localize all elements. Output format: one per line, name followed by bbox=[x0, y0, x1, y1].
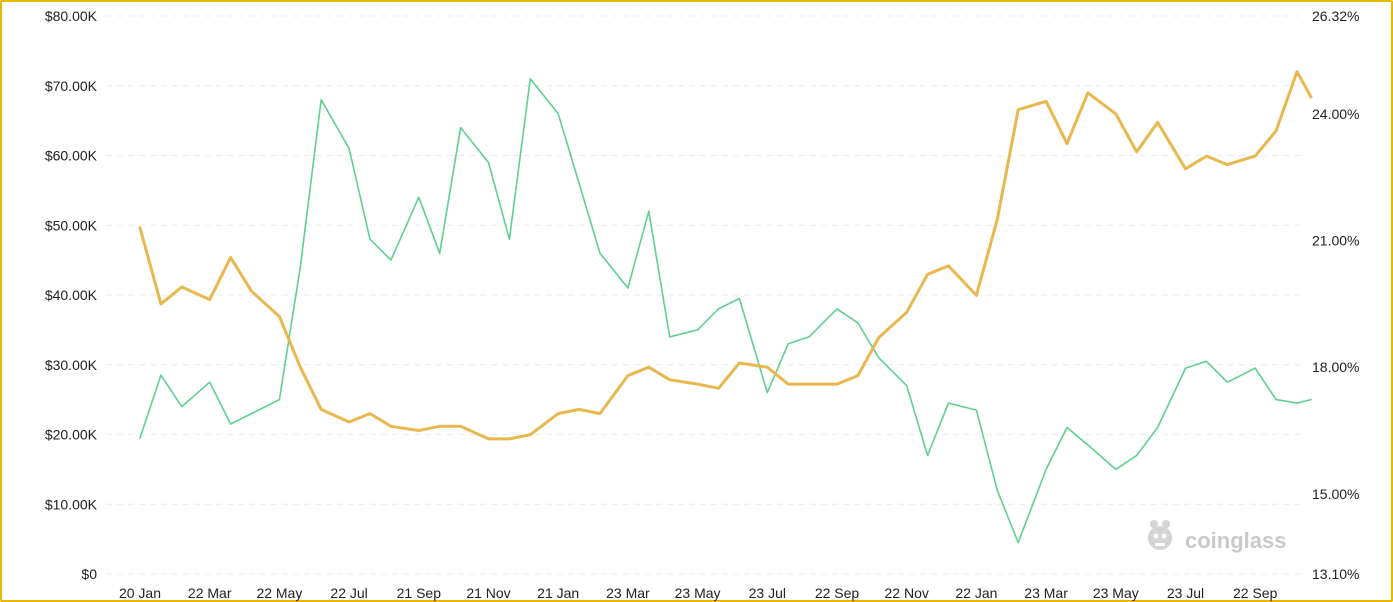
right-tick-label: 21.00% bbox=[1312, 233, 1359, 249]
x-axis-ticks: 20 Jan 22 Mar 22 May 22 Jul 21 Sep 21 Nov 21 J… bbox=[119, 585, 1278, 601]
right-axis-ticks: 13.10% 15.00% 18.00% 21.00% 24.00% 26.32% bbox=[1312, 8, 1359, 582]
x-tick-label: 22 Nov bbox=[885, 585, 929, 601]
right-tick-label: 13.10% bbox=[1312, 566, 1359, 582]
left-tick-label: $30.00K bbox=[45, 357, 98, 373]
left-tick-label: $10.00K bbox=[45, 496, 98, 512]
left-tick-label: $40.00K bbox=[45, 287, 98, 303]
price-series-line bbox=[139, 78, 1312, 544]
left-tick-label: $60.00K bbox=[45, 148, 98, 164]
x-tick-label: 22 Jul bbox=[330, 585, 367, 601]
x-tick-label: 20 Jan bbox=[119, 585, 161, 601]
coinglass-logo-icon bbox=[1148, 520, 1172, 550]
right-tick-label: 24.00% bbox=[1312, 106, 1359, 122]
percent-series-line bbox=[138, 70, 1313, 441]
left-tick-label: $80.00K bbox=[45, 8, 98, 24]
x-tick-label: 21 Nov bbox=[466, 585, 510, 601]
right-tick-label: 15.00% bbox=[1312, 486, 1359, 502]
left-axis-ticks: $0 $10.00K $20.00K $30.00K $40.00K $50.00K $60… bbox=[45, 8, 98, 582]
x-tick-label: 23 May bbox=[675, 585, 721, 601]
x-tick-label: 23 Mar bbox=[1024, 585, 1068, 601]
right-tick-label: 18.00% bbox=[1312, 359, 1359, 375]
series-lines bbox=[138, 70, 1313, 544]
x-tick-label: 23 Jul bbox=[1167, 585, 1204, 601]
x-tick-label: 23 Mar bbox=[606, 585, 650, 601]
x-tick-label: 23 Jul bbox=[749, 585, 786, 601]
coinglass-watermark: coinglass bbox=[1148, 520, 1286, 553]
left-tick-label: $50.00K bbox=[45, 217, 98, 233]
grid-lines bbox=[106, 15, 1304, 575]
x-tick-label: 22 Sep bbox=[1233, 585, 1278, 601]
left-tick-label: $70.00K bbox=[45, 78, 98, 94]
x-tick-label: 22 Jan bbox=[955, 585, 997, 601]
left-tick-label: $20.00K bbox=[45, 427, 98, 443]
x-tick-label: 21 Sep bbox=[397, 585, 442, 601]
x-tick-label: 23 May bbox=[1093, 585, 1139, 601]
left-tick-label: $0 bbox=[81, 566, 97, 582]
x-tick-label: 22 May bbox=[256, 585, 302, 601]
x-tick-label: 22 Sep bbox=[815, 585, 860, 601]
right-tick-label: 26.32% bbox=[1312, 8, 1359, 24]
x-tick-label: 21 Jan bbox=[537, 585, 579, 601]
x-tick-label: 22 Mar bbox=[188, 585, 232, 601]
watermark-text: coinglass bbox=[1185, 528, 1286, 553]
